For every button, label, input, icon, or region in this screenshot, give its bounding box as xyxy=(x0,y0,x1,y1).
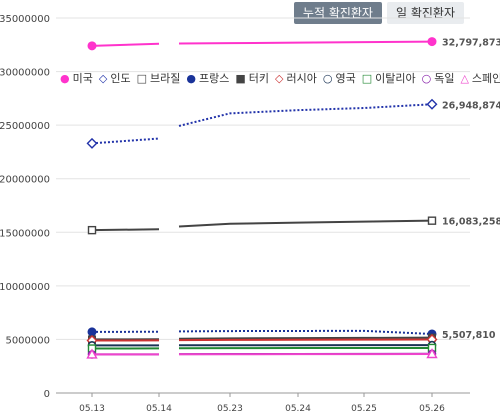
legend-item[interactable]: □ 브라질 xyxy=(137,70,181,86)
legend-label: 스페인 xyxy=(471,72,500,85)
legend-label: 인도 xyxy=(110,72,131,85)
data-point xyxy=(86,348,98,359)
legend-marker-icon: ● xyxy=(186,72,196,85)
legend-item[interactable]: ● 프랑스 xyxy=(186,70,229,86)
legend-label: 러시아 xyxy=(286,72,317,85)
legend-label: 브라질 xyxy=(149,72,181,85)
legend-item[interactable]: □ 이탈리아 xyxy=(362,70,416,86)
y-tick-label: 30000000 xyxy=(0,68,50,79)
legend-label: 터키 xyxy=(248,72,269,85)
legend-label: 독일 xyxy=(434,72,455,85)
legend-item[interactable]: ○ 영국 xyxy=(323,70,356,86)
y-tick-label: 15000000 xyxy=(0,228,50,239)
series-line xyxy=(178,219,433,228)
legend-marker-icon: △ xyxy=(460,72,469,85)
legend-marker-icon: ■ xyxy=(235,72,246,85)
y-tick-label: 25000000 xyxy=(0,121,50,132)
end-value-label: 26,948,874 xyxy=(442,100,500,111)
series-line xyxy=(178,329,433,335)
x-tick-label: 05.26 xyxy=(419,404,445,414)
y-tick-label: 20000000 xyxy=(0,175,50,186)
data-point xyxy=(427,37,437,47)
x-tick-label: 05.25 xyxy=(351,404,377,414)
legend-marker-icon: ◇ xyxy=(98,72,108,85)
legend-item[interactable]: ◇ 러시아 xyxy=(275,70,317,86)
y-tick-label: 0 xyxy=(44,389,50,400)
data-point xyxy=(86,137,98,149)
series-line xyxy=(178,338,433,342)
data-point xyxy=(426,98,438,110)
legend-label: 영국 xyxy=(335,72,356,85)
legend-item[interactable]: ◇ 인도 xyxy=(99,70,131,86)
data-point xyxy=(426,348,438,359)
legend-item[interactable]: ○ 독일 xyxy=(422,70,455,86)
series-line xyxy=(91,42,160,47)
data-point xyxy=(87,327,97,337)
legend-item[interactable]: ■ 터키 xyxy=(235,70,269,86)
legend-marker-icon: ● xyxy=(60,72,70,85)
legend-label: 미국 xyxy=(72,72,93,85)
data-point xyxy=(427,216,437,225)
legend-marker-icon: ◇ xyxy=(275,72,284,85)
legend-label: 이탈리아 xyxy=(375,72,416,85)
series-line xyxy=(91,228,160,232)
legend-marker-icon: ○ xyxy=(421,72,432,85)
legend-item[interactable]: ● 미국 xyxy=(60,70,93,86)
x-tick-label: 05.24 xyxy=(285,404,311,414)
data-point xyxy=(87,225,97,235)
legend-marker-icon: □ xyxy=(361,72,373,85)
end-value-label: 5,507,810 xyxy=(442,330,496,341)
x-tick-label: 05.13 xyxy=(79,404,105,414)
y-tick-label: 5000000 xyxy=(5,335,50,346)
legend-item[interactable]: △ 스페인 xyxy=(460,70,500,86)
data-point xyxy=(87,41,97,51)
series-line xyxy=(91,137,160,145)
series-line xyxy=(178,336,433,340)
end-value-label: 32,797,873 xyxy=(442,38,500,49)
series-line xyxy=(178,103,433,127)
legend-marker-icon: ○ xyxy=(322,72,333,85)
x-tick-label: 05.14 xyxy=(146,404,172,414)
x-tick-label: 05.23 xyxy=(217,404,243,414)
legend-marker-icon: □ xyxy=(136,72,147,85)
chart-legend: ● 미국 ◇ 인도 □ 브라질 ● 프랑스 ■ 터키 ◇ 러시아 ○ 영국 □ 이탈리아 ○ 독일 △ 스페인 xyxy=(60,70,500,86)
end-value-label: 16,083,258 xyxy=(442,217,500,228)
legend-label: 프랑스 xyxy=(198,72,230,85)
y-tick-label: 35000000 xyxy=(0,14,50,25)
series-line xyxy=(178,40,433,45)
y-tick-label: 10000000 xyxy=(0,282,50,293)
